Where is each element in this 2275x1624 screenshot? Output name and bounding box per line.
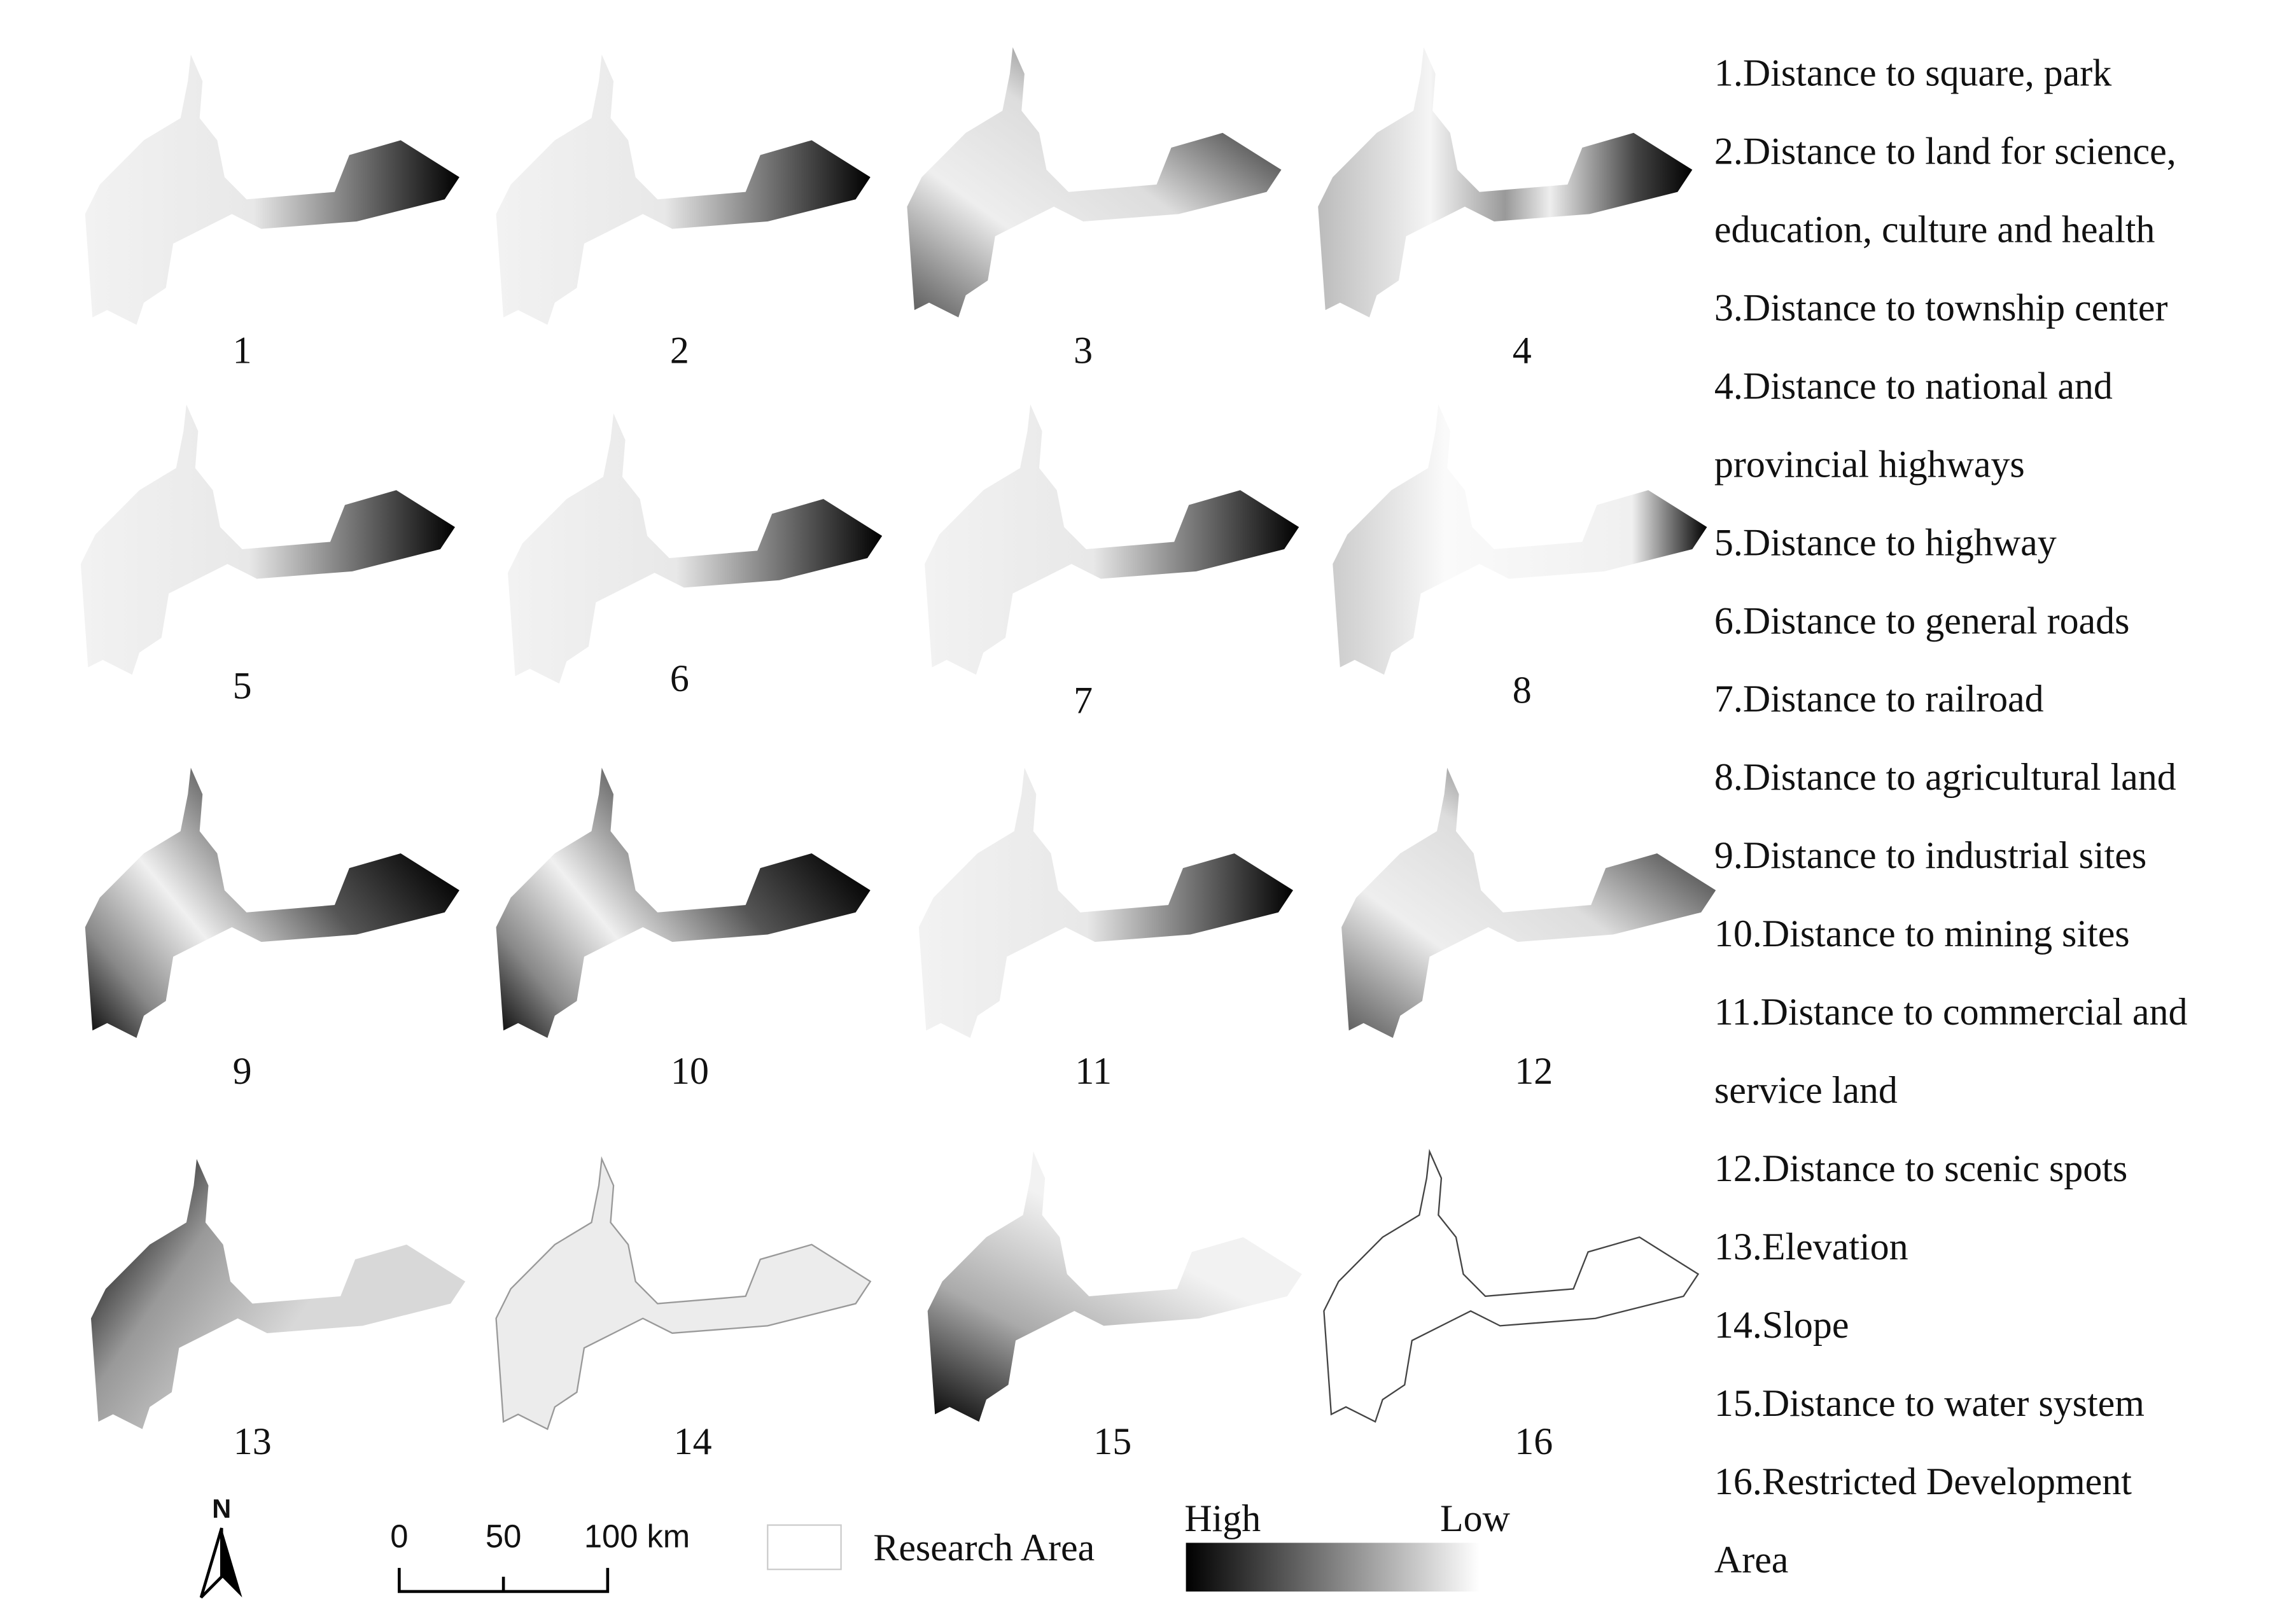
legend-list: 1.Distance to square, park 2.Distance to … bbox=[1714, 52, 2188, 1581]
map-panel: 10 bbox=[496, 767, 871, 1093]
panel-label: 6 bbox=[670, 657, 689, 700]
panel-label: 11 bbox=[1075, 1050, 1112, 1093]
legend-line: 15.Distance to water system bbox=[1714, 1382, 2145, 1425]
panel-label: 5 bbox=[233, 664, 252, 707]
legend-line: 3.Distance to township center bbox=[1714, 286, 2168, 329]
panel-label: 10 bbox=[671, 1050, 709, 1093]
map-shape bbox=[495, 1158, 871, 1430]
map-shape bbox=[907, 47, 1282, 318]
scale-bar: 0 50 100 km bbox=[390, 1518, 690, 1593]
map-panel: 15 bbox=[927, 1151, 1302, 1463]
map-panel: 12 bbox=[1341, 767, 1716, 1093]
map-shape bbox=[1318, 47, 1693, 318]
research-area-key: Research Area bbox=[767, 1524, 1095, 1571]
map-panel: 7 bbox=[925, 404, 1299, 722]
map-shape bbox=[80, 404, 455, 675]
panel-label: 2 bbox=[670, 330, 689, 372]
panel-label: 8 bbox=[1513, 669, 1532, 711]
legend-line: 12.Distance to scenic spots bbox=[1714, 1147, 2127, 1190]
map-shape bbox=[925, 404, 1299, 675]
map-shape bbox=[85, 54, 459, 325]
map-shape bbox=[918, 767, 1293, 1038]
ramp-high: High bbox=[1184, 1497, 1261, 1540]
panel-label: 4 bbox=[1513, 330, 1532, 372]
scale-label: 100 km bbox=[584, 1518, 690, 1554]
map-shape bbox=[927, 1151, 1302, 1422]
panel-label: 1 bbox=[233, 330, 252, 372]
legend-line: 4.Distance to national and bbox=[1714, 365, 2113, 407]
north-label: N bbox=[212, 1494, 231, 1523]
panel-label: 12 bbox=[1515, 1050, 1553, 1093]
legend-line: Area bbox=[1714, 1539, 1788, 1581]
map-shape bbox=[85, 767, 459, 1038]
map-panel: 3 bbox=[907, 47, 1282, 372]
color-ramp: High Low bbox=[1184, 1497, 1511, 1592]
map-panel: 5 bbox=[80, 404, 455, 707]
legend-line: provincial highways bbox=[1714, 443, 2025, 486]
legend-line: 16.Restricted Development bbox=[1714, 1460, 2132, 1503]
map-shape bbox=[1333, 404, 1707, 675]
map-shape bbox=[91, 1159, 466, 1429]
legend-line: 8.Distance to agricultural land bbox=[1714, 756, 2176, 799]
ramp-low: Low bbox=[1440, 1497, 1510, 1540]
map-shape bbox=[508, 413, 883, 684]
panel-label: 3 bbox=[1074, 330, 1093, 372]
legend-line: 1.Distance to square, park bbox=[1714, 52, 2112, 94]
map-shape bbox=[1323, 1151, 1699, 1423]
panel-label: 15 bbox=[1093, 1420, 1131, 1463]
legend-line: 7.Distance to railroad bbox=[1714, 678, 2044, 720]
map-panel: 14 bbox=[495, 1158, 871, 1463]
research-area-label: Research Area bbox=[873, 1527, 1095, 1569]
map-panel: 11 bbox=[918, 767, 1293, 1093]
map-panel: 4 bbox=[1318, 47, 1693, 372]
map-panel: 13 bbox=[91, 1159, 466, 1463]
legend-line: 13.Elevation bbox=[1714, 1226, 1908, 1268]
scale-label: 0 bbox=[390, 1518, 408, 1554]
panel-label: 13 bbox=[234, 1420, 272, 1463]
panel-label: 7 bbox=[1074, 679, 1093, 722]
legend-line: 9.Distance to industrial sites bbox=[1714, 834, 2146, 877]
map-panel: 2 bbox=[496, 54, 871, 372]
map-panel: 8 bbox=[1333, 404, 1707, 711]
map-panel: 9 bbox=[85, 767, 459, 1093]
map-shape bbox=[496, 54, 871, 325]
legend-line: education, culture and health bbox=[1714, 208, 2155, 251]
north-arrow: N bbox=[199, 1494, 242, 1599]
legend-line: 5.Distance to highway bbox=[1714, 521, 2057, 564]
legend-line: service land bbox=[1714, 1069, 1898, 1112]
legend-line: 14.Slope bbox=[1714, 1304, 1849, 1347]
panel-label: 9 bbox=[233, 1050, 252, 1093]
panel-label: 16 bbox=[1515, 1420, 1553, 1463]
panel-label: 14 bbox=[674, 1420, 712, 1463]
map-shape bbox=[1341, 767, 1716, 1038]
legend-line: 6.Distance to general roads bbox=[1714, 599, 2130, 642]
map-panel: 6 bbox=[508, 413, 883, 700]
scale-label: 50 bbox=[486, 1518, 521, 1554]
map-panel: 1 bbox=[85, 54, 459, 372]
legend-line: 11.Distance to commercial and bbox=[1714, 991, 2188, 1033]
legend-line: 2.Distance to land for science, bbox=[1714, 130, 2176, 172]
map-panel: 16 bbox=[1323, 1151, 1699, 1463]
map-shape bbox=[496, 767, 871, 1038]
legend-line: 10.Distance to mining sites bbox=[1714, 913, 2130, 955]
